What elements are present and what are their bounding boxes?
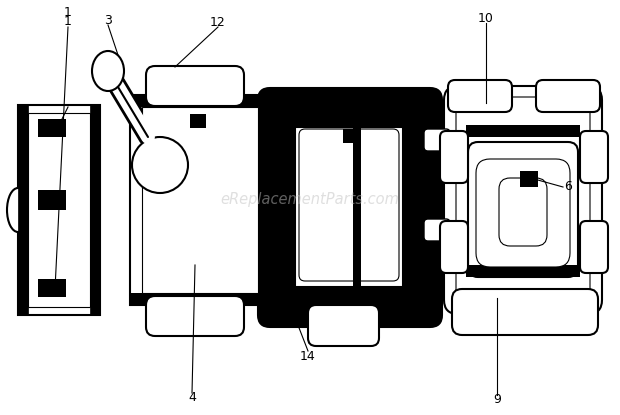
Text: 12: 12 <box>210 17 226 29</box>
FancyBboxPatch shape <box>258 88 442 327</box>
Text: 3: 3 <box>104 15 112 27</box>
FancyBboxPatch shape <box>146 66 244 106</box>
FancyBboxPatch shape <box>476 159 570 267</box>
Bar <box>538 267 558 277</box>
Bar <box>474 127 494 137</box>
FancyBboxPatch shape <box>440 221 468 273</box>
FancyBboxPatch shape <box>452 289 598 335</box>
Bar <box>38 119 66 137</box>
FancyBboxPatch shape <box>499 178 547 246</box>
Bar <box>353 127 361 287</box>
FancyBboxPatch shape <box>424 129 450 151</box>
Bar <box>295 127 403 287</box>
Bar <box>28 113 90 307</box>
Bar <box>520 171 538 187</box>
Bar <box>343 129 357 143</box>
Ellipse shape <box>7 188 29 232</box>
Bar <box>130 95 270 107</box>
Bar <box>130 293 270 305</box>
Bar <box>466 125 580 137</box>
Bar <box>130 95 270 305</box>
Bar <box>538 127 558 137</box>
Text: 14: 14 <box>300 349 316 362</box>
FancyBboxPatch shape <box>536 80 600 112</box>
Text: 4: 4 <box>188 391 196 403</box>
Text: 6: 6 <box>564 181 572 193</box>
FancyBboxPatch shape <box>146 296 244 336</box>
FancyBboxPatch shape <box>468 142 578 277</box>
FancyBboxPatch shape <box>456 97 590 303</box>
Bar <box>466 265 580 277</box>
FancyBboxPatch shape <box>444 86 602 314</box>
Bar <box>38 190 66 210</box>
FancyBboxPatch shape <box>424 219 450 241</box>
Text: 1: 1 <box>64 15 72 29</box>
FancyBboxPatch shape <box>448 80 512 112</box>
Bar <box>506 267 526 277</box>
FancyBboxPatch shape <box>580 131 608 183</box>
FancyBboxPatch shape <box>580 221 608 273</box>
Text: eReplacementParts.com: eReplacementParts.com <box>221 193 399 208</box>
Ellipse shape <box>92 51 124 91</box>
Bar <box>474 267 494 277</box>
FancyBboxPatch shape <box>308 305 379 346</box>
Bar <box>90 105 100 315</box>
Bar <box>190 114 206 128</box>
Text: 1: 1 <box>64 6 72 19</box>
Bar <box>18 105 100 315</box>
FancyBboxPatch shape <box>440 131 468 183</box>
Text: 10: 10 <box>478 12 494 25</box>
Ellipse shape <box>132 137 188 193</box>
FancyBboxPatch shape <box>299 129 399 281</box>
Text: 9: 9 <box>493 393 501 405</box>
Bar <box>142 107 258 293</box>
Bar <box>38 279 66 297</box>
Bar <box>18 105 28 315</box>
